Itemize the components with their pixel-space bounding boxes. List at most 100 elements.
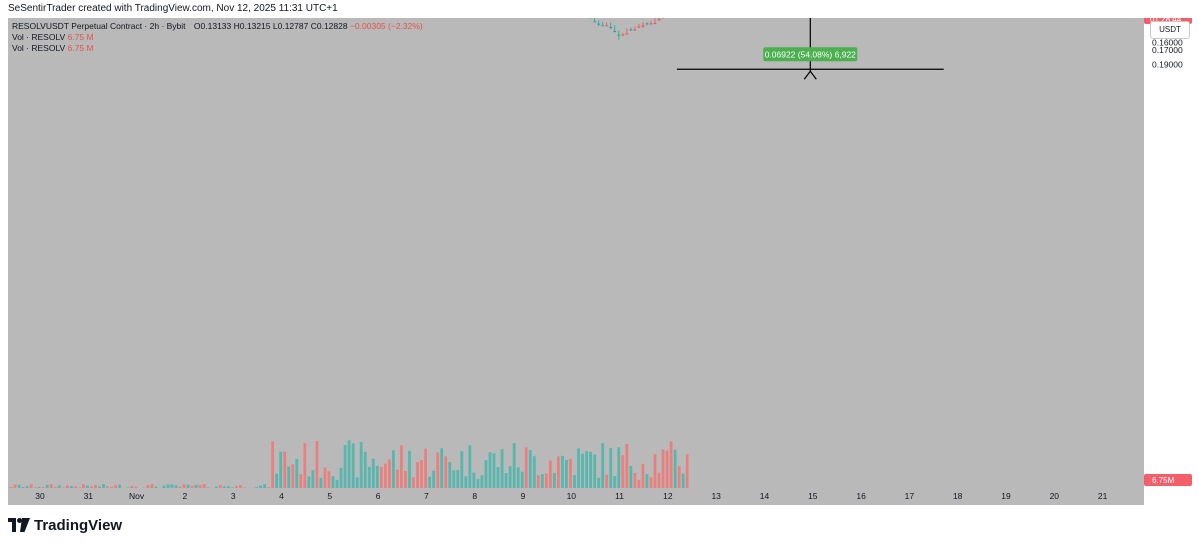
volume-bar <box>194 484 198 488</box>
volume-bar <box>404 471 407 488</box>
volume-bar <box>146 484 150 488</box>
volume-bar <box>174 485 178 488</box>
time-tick-label: 10 <box>567 491 577 501</box>
price-axis[interactable]: 0.190000.170000.160000.150000.140000.130… <box>1144 0 1192 488</box>
volume-bar <box>126 487 130 488</box>
volume-bar <box>448 462 452 488</box>
volume-bar <box>653 454 657 488</box>
volume-bar <box>178 486 182 488</box>
time-tick-label: 13 <box>711 491 721 501</box>
volume-bar <box>416 461 419 488</box>
candle-body <box>637 26 641 28</box>
candle-body <box>641 25 645 27</box>
currency-button[interactable]: USDT <box>1150 21 1190 39</box>
volume-bar <box>581 453 584 488</box>
volume-bar <box>359 442 363 488</box>
volume-bar <box>275 473 279 488</box>
volume-bar <box>335 479 339 488</box>
chart-attribution: SeSentirTrader created with TradingView.… <box>0 0 1199 18</box>
candle-body <box>597 23 601 25</box>
tradingview-logo[interactable]: TradingView <box>8 516 122 534</box>
time-tick-label: 6 <box>376 491 381 501</box>
volume-bar <box>432 470 436 488</box>
volume-bar <box>544 473 548 488</box>
volume-bar <box>299 474 303 488</box>
volume-bar <box>222 486 226 488</box>
volume-bar <box>154 486 158 488</box>
candle-body <box>633 29 637 31</box>
volume-bar <box>347 440 351 488</box>
volume-bar <box>516 467 520 488</box>
volume-bar <box>37 486 41 488</box>
volume-bar <box>504 472 508 488</box>
volume-bar <box>259 485 262 488</box>
volume-bar <box>114 485 118 488</box>
volume-bar <box>661 449 665 488</box>
time-tick-label: Nov <box>129 491 145 501</box>
volume-bar <box>597 477 601 488</box>
volume-bar <box>90 486 93 488</box>
candle-body <box>657 18 661 20</box>
volume-bar <box>589 451 593 488</box>
volume-bar <box>307 476 311 488</box>
volume-value: 6.75 M <box>67 43 94 53</box>
volume-bar <box>367 466 371 488</box>
volume-bar <box>214 486 218 488</box>
price-axis-svg: 0.190000.170000.160000.150000.140000.130… <box>1144 0 1192 486</box>
volume-bar <box>645 474 649 488</box>
volume-bar <box>496 466 500 488</box>
volume-bar <box>379 466 383 488</box>
time-tick-label: 14 <box>760 491 770 501</box>
volume-bar <box>452 470 456 488</box>
volume-bar <box>74 486 77 488</box>
volume-bar <box>464 476 468 488</box>
volume-bar <box>331 476 335 488</box>
volume-bar <box>440 448 444 488</box>
time-tick-label: 2 <box>183 491 188 501</box>
change-value: −0.00305 (−2.32%) <box>349 21 423 31</box>
volume-bar <box>625 443 629 488</box>
time-axis[interactable]: 3031Nov234567891011121314151617181920212… <box>8 488 1156 505</box>
volume-bar <box>488 452 492 488</box>
measure-label-box <box>763 47 858 62</box>
volume-bar <box>601 443 605 488</box>
volume-bar <box>110 486 114 488</box>
plot-area[interactable]: 0.06922 (54.08%) 6,922 <box>8 0 1144 488</box>
volume-bar <box>609 447 613 488</box>
volume-bar <box>476 479 480 488</box>
volume-bar <box>383 463 387 488</box>
volume-legend-1[interactable]: Vol · RESOLV 6.75 M <box>12 32 423 43</box>
volume-bar <box>283 451 287 488</box>
volume-bar <box>315 440 319 488</box>
volume-bar <box>218 485 222 488</box>
volume-bar <box>319 477 323 488</box>
volume-bar <box>552 472 556 488</box>
volume-bar <box>339 467 343 488</box>
chart-svg[interactable]: 0.06922 (54.08%) 6,922 <box>8 0 1144 488</box>
price-tick-label: 0.16000 <box>1152 37 1183 47</box>
time-tick-label: 17 <box>905 491 915 501</box>
volume-bar <box>657 472 661 488</box>
volume-legend-2[interactable]: Vol · RESOLV 6.75 M <box>12 43 423 54</box>
tradingview-logo-icon <box>8 518 30 532</box>
volume-bar <box>677 466 681 488</box>
time-tick-label: 21 <box>1098 491 1108 501</box>
volume-bar <box>235 485 238 488</box>
time-axis-svg: 3031Nov234567891011121314151617181920212… <box>35 491 1156 501</box>
volume-bar <box>86 485 89 488</box>
candle-body <box>621 34 625 36</box>
volume-bars <box>9 440 689 488</box>
symbol-name[interactable]: RESOLVUSDT Perpetual Contract · 2h · Byb… <box>12 21 186 31</box>
volume-bar <box>585 451 588 488</box>
volume-bar <box>41 487 45 488</box>
volume-bar <box>673 449 677 488</box>
volume-bar <box>78 487 81 488</box>
measure-arrow-head <box>803 70 817 80</box>
volume-bar <box>295 458 299 488</box>
volume-bar <box>150 484 154 488</box>
volume-bar <box>408 450 411 488</box>
time-tick-label: 31 <box>84 491 94 501</box>
volume-bar <box>182 484 186 488</box>
volume-bar <box>57 485 61 488</box>
volume-bar <box>396 469 399 488</box>
